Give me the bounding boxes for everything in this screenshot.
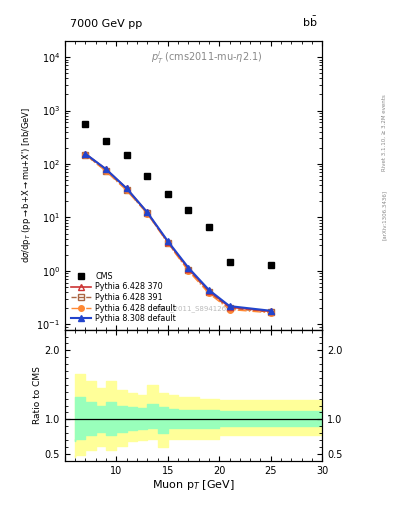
Pythia 6.428 391 xyxy=(83,152,88,158)
Pythia 6.428 370 xyxy=(83,151,88,157)
Pythia 8.308 default xyxy=(145,209,150,216)
Line: CMS: CMS xyxy=(82,121,274,268)
CMS xyxy=(227,259,232,265)
Pythia 6.428 370 xyxy=(104,166,108,172)
CMS xyxy=(104,138,108,144)
Pythia 6.428 default xyxy=(268,310,273,316)
CMS xyxy=(268,262,273,268)
Pythia 6.428 370 xyxy=(227,304,232,310)
Text: 7000 GeV pp: 7000 GeV pp xyxy=(70,19,142,29)
CMS xyxy=(165,191,170,198)
Y-axis label: Ratio to CMS: Ratio to CMS xyxy=(33,366,42,424)
Text: Rivet 3.1.10, ≥ 3.2M events: Rivet 3.1.10, ≥ 3.2M events xyxy=(382,95,387,172)
Pythia 6.428 default xyxy=(104,168,108,175)
Pythia 6.428 default xyxy=(145,210,150,217)
Text: CMS_2011_S8941262: CMS_2011_S8941262 xyxy=(156,306,231,312)
Pythia 6.428 391 xyxy=(145,210,150,216)
Pythia 8.308 default xyxy=(186,265,191,271)
Pythia 6.428 391 xyxy=(124,187,129,193)
Pythia 8.308 default xyxy=(227,303,232,309)
Pythia 6.428 370 xyxy=(165,239,170,245)
Pythia 6.428 391 xyxy=(207,289,211,295)
Pythia 6.428 391 xyxy=(227,305,232,311)
CMS xyxy=(207,224,211,230)
Legend: CMS, Pythia 6.428 370, Pythia 6.428 391, Pythia 6.428 default, Pythia 8.308 defa: CMS, Pythia 6.428 370, Pythia 6.428 391,… xyxy=(69,269,179,326)
Pythia 6.428 default xyxy=(124,187,129,194)
Pythia 6.428 370 xyxy=(145,209,150,216)
Pythia 8.308 default xyxy=(124,185,129,191)
Pythia 6.428 370 xyxy=(207,288,211,294)
Pythia 6.428 default xyxy=(227,307,232,313)
Line: Pythia 6.428 default: Pythia 6.428 default xyxy=(83,152,274,315)
Pythia 6.428 default xyxy=(207,290,211,296)
Pythia 8.308 default xyxy=(165,238,170,244)
Pythia 6.428 370 xyxy=(186,266,191,272)
X-axis label: Muon p$_T$ [GeV]: Muon p$_T$ [GeV] xyxy=(152,478,235,493)
Pythia 6.428 391 xyxy=(104,167,108,174)
Pythia 6.428 370 xyxy=(268,308,273,314)
Pythia 8.308 default xyxy=(268,308,273,314)
Y-axis label: d$\sigma$/dp$_T$ (pp$\rightarrow$b+X$\rightarrow$mu+X') [nb/GeV]: d$\sigma$/dp$_T$ (pp$\rightarrow$b+X$\ri… xyxy=(20,107,33,263)
CMS xyxy=(83,121,88,127)
Line: Pythia 6.428 370: Pythia 6.428 370 xyxy=(83,151,274,314)
Text: $p_T^l$ (cms2011-mu-$\eta$2.1): $p_T^l$ (cms2011-mu-$\eta$2.1) xyxy=(151,50,262,67)
CMS xyxy=(145,173,150,179)
Pythia 6.428 391 xyxy=(165,240,170,246)
Pythia 6.428 370 xyxy=(124,185,129,191)
Pythia 6.428 391 xyxy=(186,267,191,273)
CMS xyxy=(124,152,129,158)
Text: b$\bar{\mathrm{b}}$: b$\bar{\mathrm{b}}$ xyxy=(301,15,317,29)
Text: [arXiv:1306.3436]: [arXiv:1306.3436] xyxy=(382,190,387,240)
Pythia 8.308 default xyxy=(104,166,108,172)
Pythia 6.428 default xyxy=(165,240,170,246)
Pythia 8.308 default xyxy=(83,151,88,157)
Pythia 6.428 391 xyxy=(268,309,273,315)
Pythia 6.428 default xyxy=(83,152,88,158)
CMS xyxy=(186,206,191,212)
Line: Pythia 6.428 391: Pythia 6.428 391 xyxy=(83,152,274,315)
Line: Pythia 8.308 default: Pythia 8.308 default xyxy=(82,151,274,314)
Pythia 6.428 default xyxy=(186,268,191,274)
Pythia 8.308 default xyxy=(207,287,211,293)
